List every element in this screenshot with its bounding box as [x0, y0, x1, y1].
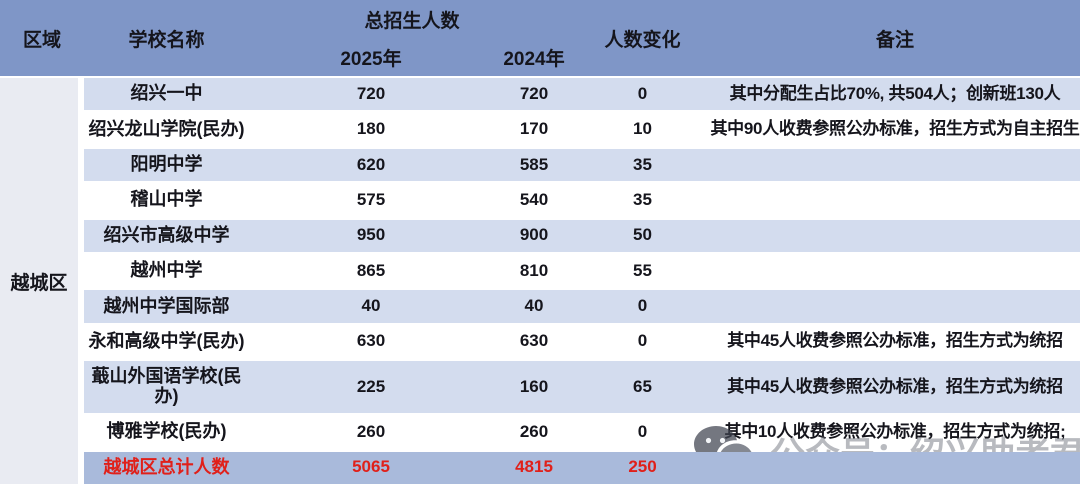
- school-name-cell: 博雅学校(民办): [106, 421, 227, 442]
- change-cell: 0: [637, 331, 648, 351]
- header-change: 人数变化: [604, 29, 681, 51]
- header-region: 区域: [22, 29, 61, 51]
- change-cell: 65: [633, 376, 652, 396]
- table-row: 永和高级中学(民办) 630 630 0 其中45人收费参照公办标准，招生方式为…: [84, 325, 1080, 361]
- change-cell: 0: [637, 296, 648, 316]
- enrollment-2024-cell: 720: [519, 83, 549, 103]
- school-name-cell: 蕺山外国语学校(民办): [91, 366, 242, 407]
- enrollment-2025-cell: 40: [361, 296, 381, 316]
- school-name-cell: 越城区总计人数: [103, 456, 230, 477]
- enrollment-2024-cell: 4815: [515, 457, 553, 477]
- table-row: 绍兴市高级中学 950 900 50: [84, 219, 1080, 255]
- school-name-cell: 稽山中学: [130, 189, 203, 210]
- table-row: 越城区总计人数 5065 4815 250: [84, 451, 1080, 484]
- table-row: 绍兴龙山学院(民办) 180 170 10 其中90人收费参照公办标准，招生方式…: [84, 113, 1080, 149]
- remark-cell: 其中10人收费参照公办标准，招生方式为统招;: [724, 422, 1066, 442]
- enrollment-2025-cell: 720: [356, 83, 386, 103]
- header-year-2024: 2024年: [503, 48, 565, 70]
- header-total-enrollment: 总招生人数: [364, 10, 460, 32]
- table-row: 博雅学校(民办) 260 260 0 其中10人收费参照公办标准，招生方式为统招…: [84, 416, 1080, 452]
- change-cell: 55: [633, 260, 652, 280]
- enrollment-2024-cell: 630: [519, 331, 549, 351]
- enrollment-2025-cell: 620: [356, 154, 386, 174]
- table-body: 绍兴一中 720 720 0 其中分配生占比70%, 共504人；创新班130人…: [84, 78, 1080, 484]
- enrollment-2025-cell: 260: [356, 422, 386, 442]
- change-cell: 10: [633, 119, 652, 139]
- table-row: 绍兴一中 720 720 0 其中分配生占比70%, 共504人；创新班130人: [84, 78, 1080, 114]
- enrollment-2025-cell: 180: [356, 119, 386, 139]
- enrollment-2025-cell: 575: [356, 189, 386, 209]
- table-row: 蕺山外国语学校(民办) 225 160 65 其中45人收费参照公办标准，招生方…: [84, 361, 1080, 417]
- remark-cell: 其中45人收费参照公办标准，招生方式为统招: [727, 376, 1063, 396]
- enrollment-2025-cell: 630: [356, 331, 386, 351]
- table-header: 区域 学校名称 总招生人数 2025年 2024年 人数变化 备注: [0, 0, 1080, 76]
- header-school-name: 学校名称: [128, 29, 205, 51]
- school-name-cell: 绍兴一中: [130, 83, 203, 104]
- table-row: 稽山中学 575 540 35: [84, 184, 1080, 220]
- remark-cell: 其中45人收费参照公办标准，招生方式为统招: [727, 331, 1063, 351]
- enrollment-2024-cell: 810: [519, 260, 549, 280]
- enrollment-2024-cell: 40: [524, 296, 544, 316]
- enrollment-2025-cell: 950: [356, 225, 386, 245]
- school-name-cell: 永和高级中学(民办): [88, 330, 245, 351]
- change-cell: 35: [633, 189, 652, 209]
- enrollment-2024-cell: 540: [519, 189, 549, 209]
- school-name-cell: 阳明中学: [130, 154, 203, 175]
- region-merged-cell: 越城区: [0, 78, 78, 484]
- remark-cell: 其中分配生占比70%, 共504人；创新班130人: [729, 83, 1061, 103]
- enrollment-2025-cell: 5065: [352, 457, 390, 477]
- change-cell: 35: [633, 154, 652, 174]
- change-cell: 0: [637, 422, 648, 442]
- school-name-cell: 越州中学国际部: [103, 295, 230, 316]
- change-cell: 50: [633, 225, 652, 245]
- enrollment-2024-cell: 900: [519, 225, 549, 245]
- enrollment-2024-cell: 260: [519, 422, 549, 442]
- enrollment-2024-cell: 585: [519, 154, 549, 174]
- header-remark: 备注: [875, 29, 914, 51]
- remark-cell: 其中90人收费参照公办标准，招生方式为自主招生: [710, 119, 1080, 139]
- enrollment-2025-cell: 225: [356, 376, 386, 396]
- school-name-cell: 绍兴市高级中学: [103, 224, 230, 245]
- school-name-cell: 越州中学: [130, 260, 203, 281]
- change-cell: 0: [637, 83, 648, 103]
- school-name-cell: 绍兴龙山学院(民办): [88, 118, 245, 139]
- enrollment-2024-cell: 170: [519, 119, 549, 139]
- table-row: 越州中学国际部 40 40 0: [84, 290, 1080, 326]
- table-row: 越州中学 865 810 55: [84, 254, 1080, 291]
- enrollment-2025-cell: 865: [356, 260, 386, 280]
- enrollment-2024-cell: 160: [519, 376, 549, 396]
- table-row: 阳明中学 620 585 35: [84, 148, 1080, 185]
- change-cell: 250: [628, 457, 657, 477]
- header-year-2025: 2025年: [340, 48, 402, 70]
